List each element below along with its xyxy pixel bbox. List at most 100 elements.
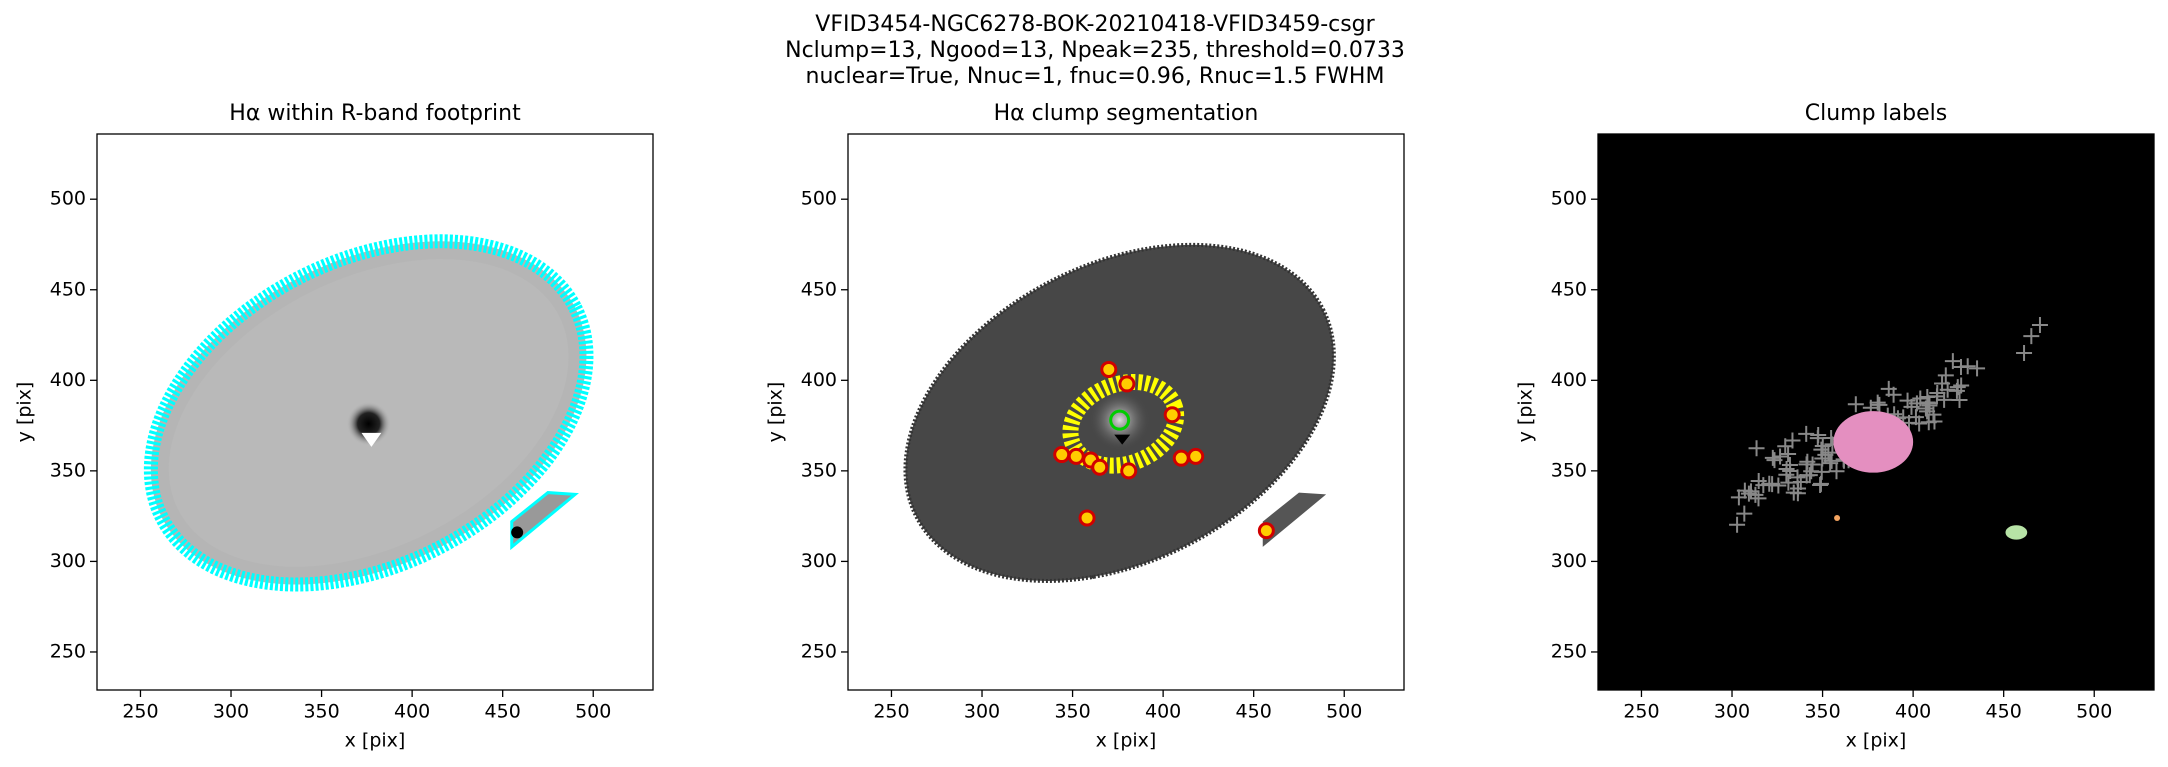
nucleus-marker (1109, 409, 1131, 431)
y-tick-label: 400 (801, 369, 837, 391)
clump (1100, 360, 1118, 378)
y-tick-label: 300 (50, 550, 86, 572)
image (97, 134, 653, 690)
peak-marker (1828, 463, 1845, 480)
peak-marker (2016, 344, 2033, 361)
clump (1172, 449, 1190, 467)
nucleus-arrow (1114, 434, 1131, 445)
clump (1078, 509, 1096, 527)
y-tick-label: 300 (801, 550, 837, 572)
peak-marker (1847, 396, 1864, 413)
x-tick-label: 250 (122, 701, 158, 723)
ring (1062, 373, 1185, 474)
y-tick-label: 250 (801, 640, 837, 662)
peak-marker (1778, 461, 1795, 478)
peak-marker (1812, 477, 1829, 494)
peak-marker (1780, 474, 1797, 491)
peak-marker (1949, 379, 1966, 396)
x-tick-label: 500 (1326, 701, 1362, 723)
axes-frame (847, 133, 1405, 691)
y-axis-label: y [pix] (14, 382, 36, 443)
peak-marker (1790, 480, 1807, 497)
panel-title: Hα clump segmentation (994, 101, 1259, 126)
x-tick-label: 500 (575, 701, 611, 723)
peak-marker (1747, 486, 1764, 503)
peak-marker (1798, 425, 1815, 442)
peak-marker (1804, 456, 1821, 473)
peak-marker (1736, 505, 1753, 522)
peak-marker (1871, 396, 1888, 413)
x-tick-label: 300 (213, 701, 249, 723)
clump (1187, 447, 1205, 465)
y-tick-label: 350 (801, 459, 837, 481)
clump (1091, 458, 1109, 476)
y-tick-label: 400 (1551, 369, 1587, 391)
y-axis-label: y [pix] (1515, 382, 1537, 443)
peak-marker (1953, 377, 1970, 394)
x-axis-label: x [pix] (1096, 730, 1157, 752)
y-tick-label: 450 (1551, 278, 1587, 300)
y-tick-label: 500 (50, 188, 86, 210)
clump (1067, 447, 1085, 465)
clump (1118, 375, 1136, 393)
peak-marker (1750, 473, 1767, 490)
peak-marker (1730, 489, 1747, 506)
axes-frame (96, 133, 654, 691)
y-tick-label: 500 (1551, 188, 1587, 210)
y-axis-label: y [pix] (765, 382, 787, 443)
x-tick-label: 350 (1804, 701, 1840, 723)
peak-marker (1944, 353, 1961, 370)
x-tick-label: 450 (1236, 701, 1272, 723)
axes-frame (1597, 133, 2155, 691)
x-tick-label: 300 (964, 701, 1000, 723)
peak-marker (1814, 438, 1831, 455)
x-axis-label: x [pix] (1846, 730, 1907, 752)
peak-marker (1750, 490, 1767, 507)
peak-marker (1780, 446, 1797, 463)
y-tick-label: 250 (50, 640, 86, 662)
y-tick-label: 450 (50, 278, 86, 300)
y-tick-label: 350 (50, 459, 86, 481)
peak-marker (1772, 448, 1789, 465)
x-tick-label: 250 (873, 701, 909, 723)
peak-marker (1959, 358, 1976, 375)
y-tick-label: 450 (801, 278, 837, 300)
peak-marker (1729, 516, 1746, 533)
x-axis-label: x [pix] (345, 730, 406, 752)
peak-marker (1823, 452, 1840, 469)
peak-marker (2023, 328, 2040, 345)
nuclear-clump (1833, 411, 1914, 473)
image (1598, 134, 2154, 690)
peak-marker (1969, 360, 1986, 377)
core (1089, 390, 1150, 451)
figure-title: Nclump=13, Ngood=13, Npeak=235, threshol… (785, 38, 1405, 63)
peak-marker (1810, 426, 1827, 443)
y-tick-label: 400 (50, 369, 86, 391)
peak-marker (1748, 440, 1765, 457)
panel-title: Clump labels (1805, 101, 1947, 126)
companion (1262, 492, 1327, 547)
x-tick-label: 450 (1986, 701, 2022, 723)
image (848, 134, 1404, 690)
peak-marker (2031, 317, 2048, 334)
x-tick-label: 400 (1895, 701, 1931, 723)
peak-marker (1784, 432, 1801, 449)
peak-marker (1936, 391, 1953, 408)
figure-title: nuclear=True, Nnuc=1, fnuc=0.96, Rnuc=1.… (806, 64, 1385, 89)
y-tick-label: 250 (1551, 640, 1587, 662)
x-tick-label: 450 (485, 701, 521, 723)
peak-marker (1951, 391, 1968, 408)
x-tick-label: 400 (1145, 701, 1181, 723)
clump (1120, 462, 1138, 480)
panel-title: Hα within R-band footprint (229, 101, 521, 126)
peak-marker (1781, 456, 1798, 473)
y-tick-label: 350 (1551, 459, 1587, 481)
clump (1163, 406, 1181, 424)
figure-title: VFID3454-NGC6278-BOK-20210418-VFID3459-c… (815, 12, 1375, 37)
companion-nucleus (511, 526, 524, 539)
peak-marker (1740, 485, 1757, 502)
clump (1257, 522, 1275, 540)
peak-marker (1939, 381, 1956, 398)
clump (1834, 514, 1841, 521)
